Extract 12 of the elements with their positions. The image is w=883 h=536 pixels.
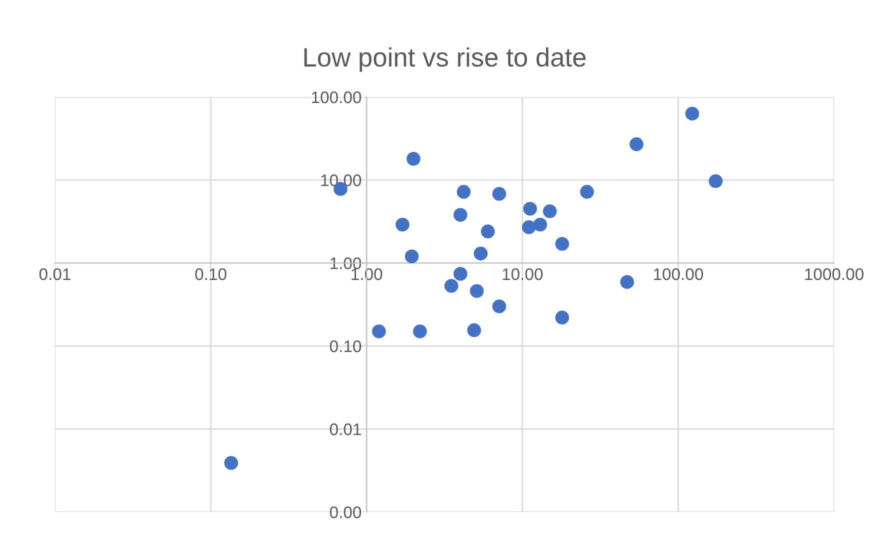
y-tick-label: 0.10 bbox=[330, 340, 362, 352]
y-tick-label: 0.00 bbox=[330, 506, 362, 518]
chart-title: Low point vs rise to date bbox=[304, 47, 586, 72]
x-tick-label: 100.00 bbox=[654, 268, 704, 280]
y-tick-label: 0.01 bbox=[330, 423, 361, 436]
y-tick-label: 10.00 bbox=[321, 174, 362, 186]
x-tick-label: 10.00 bbox=[502, 268, 543, 280]
x-tick-label: 1000.00 bbox=[805, 268, 864, 280]
x-tick-label: 0.01 bbox=[39, 268, 70, 280]
x-tick-label: 1.00 bbox=[352, 268, 382, 280]
y-tick-label: 100.00 bbox=[312, 91, 362, 104]
x-tick-label: 0.10 bbox=[195, 268, 226, 280]
